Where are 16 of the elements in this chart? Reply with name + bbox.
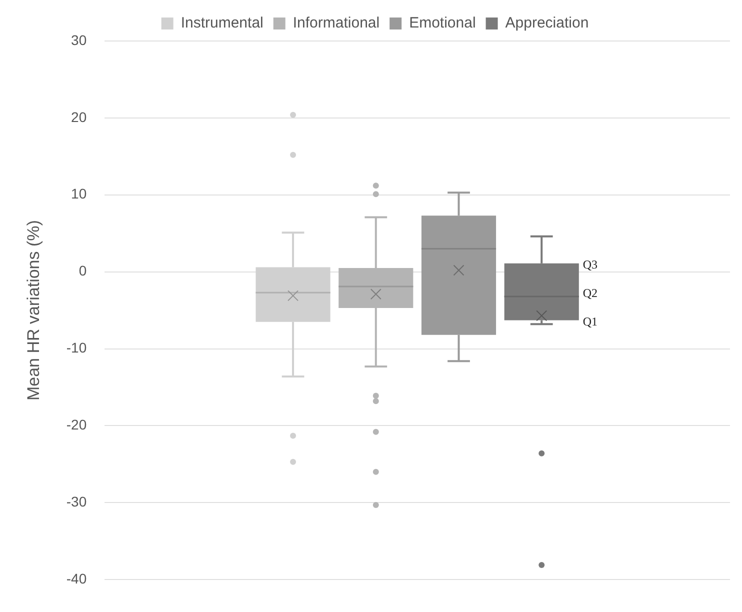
y-tick-label: -40 <box>66 570 87 586</box>
annotation: Q3 <box>582 258 598 272</box>
y-tick-label: 30 <box>71 32 87 48</box>
annotation: Q1 <box>582 314 598 328</box>
y-tick-label: -20 <box>66 416 87 433</box>
y-axis-title: Mean HR variations (%) <box>24 220 43 401</box>
y-tick-label: -10 <box>66 340 87 356</box>
y-tick-label: 10 <box>71 186 87 202</box>
annotation: Q2 <box>582 286 598 300</box>
legend-label: Appreciation <box>505 14 589 32</box>
legend-label: Emotional <box>409 14 476 32</box>
legend-label: Instrumental <box>180 14 264 32</box>
y-tick-label: 0 <box>78 262 87 279</box>
y-tick-label: 20 <box>71 108 87 125</box>
legend-label: Informational <box>292 14 380 32</box>
y-tick-label: -30 <box>66 494 87 510</box>
